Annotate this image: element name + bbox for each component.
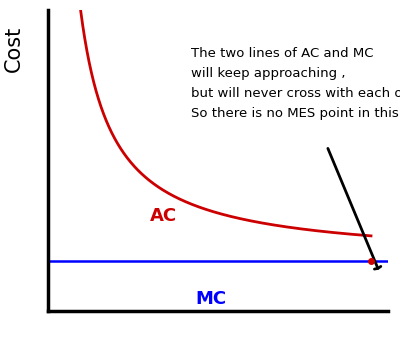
- Text: AC: AC: [150, 207, 177, 225]
- Text: The two lines of AC and MC 
will keep approaching ,
but will never cross with ea: The two lines of AC and MC will keep app…: [191, 46, 400, 119]
- Text: MC: MC: [196, 290, 227, 308]
- Text: Cost: Cost: [4, 26, 24, 72]
